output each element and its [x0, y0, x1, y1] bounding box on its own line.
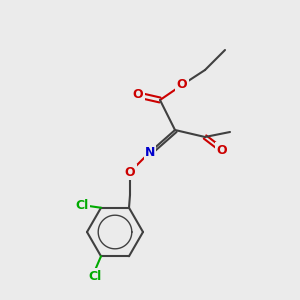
Text: Cl: Cl	[75, 199, 88, 212]
Text: N: N	[145, 146, 155, 158]
Text: O: O	[217, 143, 227, 157]
Text: O: O	[133, 88, 143, 101]
Text: O: O	[177, 79, 187, 92]
Text: Cl: Cl	[88, 270, 102, 283]
Text: O: O	[125, 166, 135, 178]
